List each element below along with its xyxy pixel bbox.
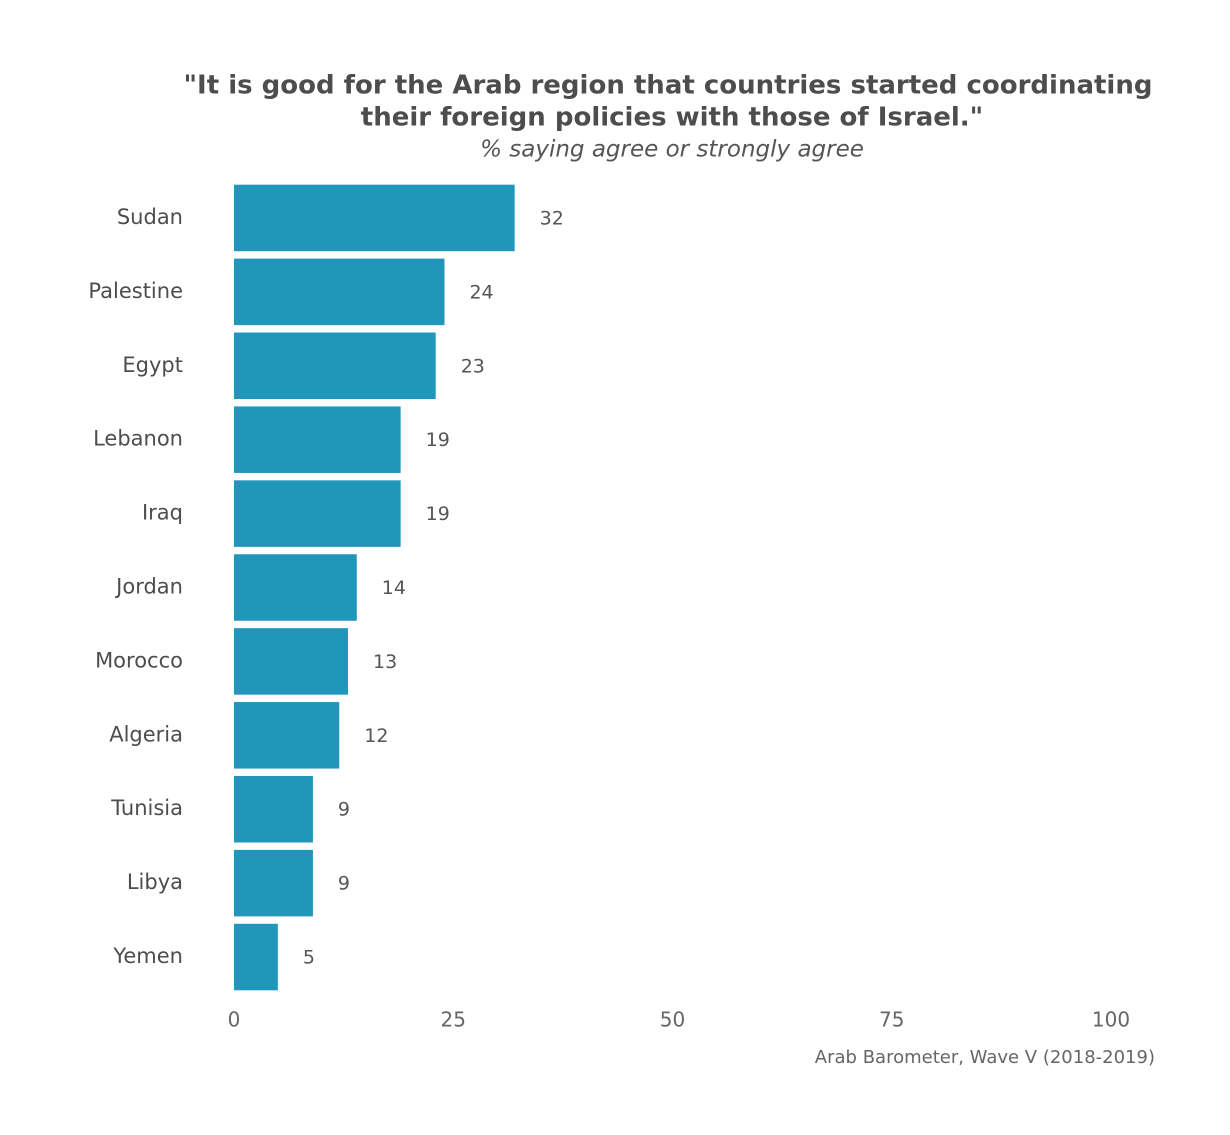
value-label: 19 xyxy=(426,429,450,451)
bar xyxy=(234,184,515,252)
y-tick-label: Palestine xyxy=(88,279,183,303)
value-label: 12 xyxy=(364,725,388,747)
bar xyxy=(234,332,436,400)
x-tick-label: 75 xyxy=(879,1008,904,1032)
bar xyxy=(234,849,313,917)
y-tick-label: Iraq xyxy=(142,501,183,525)
value-label: 13 xyxy=(373,651,397,673)
x-tick-label: 0 xyxy=(228,1008,241,1032)
x-tick-label: 100 xyxy=(1092,1008,1130,1032)
y-tick-label: Egypt xyxy=(122,353,183,377)
bar xyxy=(234,628,349,695)
bar xyxy=(234,923,278,991)
x-tick-label: 50 xyxy=(660,1008,685,1032)
bar xyxy=(234,702,340,769)
bar xyxy=(234,258,445,326)
y-tick-label: Tunisia xyxy=(110,796,183,820)
value-label: 23 xyxy=(461,355,485,377)
y-tick-label: Morocco xyxy=(95,648,183,672)
y-tick-label: Sudan xyxy=(117,205,183,229)
value-label: 19 xyxy=(426,503,450,525)
bar xyxy=(234,775,313,843)
chart-subtitle: % saying agree or strongly agree xyxy=(480,137,864,163)
y-tick-label: Libya xyxy=(127,870,183,894)
y-tick-label: Jordan xyxy=(114,575,183,599)
y-tick-label: Yemen xyxy=(112,944,183,968)
caption: Arab Barometer, Wave V (2018-2019) xyxy=(815,1047,1155,1068)
value-label: 5 xyxy=(303,947,315,969)
chart-title: their foreign policies with those of Isr… xyxy=(361,103,983,133)
bar xyxy=(234,480,401,547)
chart-title: "It is good for the Arab region that cou… xyxy=(184,71,1153,101)
y-tick-label: Lebanon xyxy=(93,427,183,451)
value-label: 24 xyxy=(469,281,493,303)
value-label: 9 xyxy=(338,873,350,895)
value-label: 14 xyxy=(382,577,406,599)
value-label: 32 xyxy=(540,207,564,229)
value-label: 9 xyxy=(338,799,350,821)
bar xyxy=(234,406,401,473)
bar xyxy=(234,554,357,621)
x-tick-label: 25 xyxy=(441,1008,466,1032)
y-tick-label: Algeria xyxy=(109,722,183,746)
